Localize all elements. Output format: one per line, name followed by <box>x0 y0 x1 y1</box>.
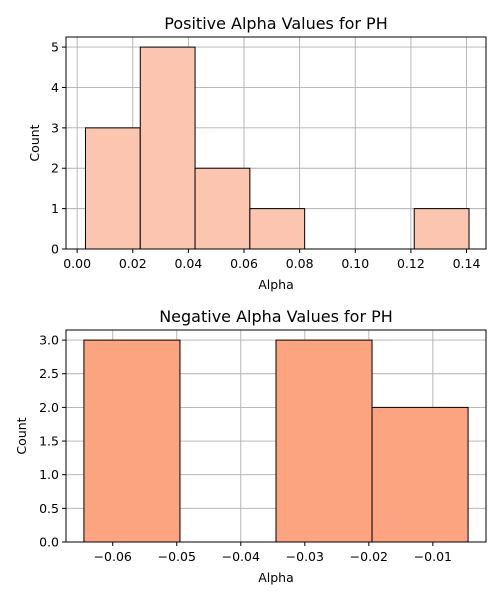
chart-0-y-tick-label-5: 5 <box>51 40 59 55</box>
chart-0-title: Positive Alpha Values for PH <box>164 14 387 33</box>
chart-1-bar-2 <box>371 406 469 543</box>
chart-0-bar-4 <box>413 208 470 250</box>
chart-1-x-tick-label-5: −0.01 <box>414 549 452 564</box>
chart-0-x-tick-label-6: 0.12 <box>397 256 425 271</box>
chart-0-x-tick-label-5: 0.10 <box>341 256 369 271</box>
chart-1-title: Negative Alpha Values for PH <box>159 307 393 326</box>
chart-1-y-tick-label-5: 2.5 <box>39 366 59 381</box>
chart-1-y-tick-label-2: 1.0 <box>39 467 59 482</box>
chart-0-y-tick-label-2: 2 <box>51 161 59 176</box>
chart-1-y-tick-label-3: 1.5 <box>39 434 59 449</box>
chart-0-x-tick-label-7: 0.14 <box>453 256 481 271</box>
chart-1-axes-frame <box>65 329 487 543</box>
chart-0-y-axis-label: Count <box>27 124 42 161</box>
chart-0-bar-2 <box>194 167 251 250</box>
negative-alpha-histogram: −0.06 −0.05 −0.04 −0.03 −0.02 −0.01 0.0 0.5 1.0 1… <box>14 307 487 585</box>
chart-1-x-tick-label-1: −0.05 <box>158 549 196 564</box>
chart-0-x-tick-label-3: 0.06 <box>230 256 258 271</box>
chart-0-x-tick-label-0: 0.00 <box>63 256 91 271</box>
chart-1-bar-1 <box>275 339 373 543</box>
chart-1-y-tick-label-1: 0.5 <box>39 501 59 516</box>
positive-alpha-histogram: 0.00 0.02 0.04 0.06 0.08 0.10 0.12 0.14 0 1 2 3 4 5 Po… <box>27 14 487 292</box>
chart-1-y-axis-label: Count <box>14 417 29 454</box>
chart-0-x-tick-label-2: 0.04 <box>174 256 202 271</box>
chart-0-x-tick-label-1: 0.02 <box>119 256 147 271</box>
chart-1-x-tick-label-4: −0.02 <box>350 549 388 564</box>
chart-0-y-tick-label-0: 0 <box>51 242 59 257</box>
chart-0-y-tick-label-4: 4 <box>51 80 59 95</box>
chart-0-bar-0 <box>84 127 141 250</box>
chart-1-x-axis-label: Alpha <box>258 570 294 585</box>
chart-1-y-tick-label-6: 3.0 <box>39 333 59 348</box>
chart-1-y-tick-label-4: 2.0 <box>39 400 59 415</box>
chart-1-y-tick-label-0: 0.0 <box>39 535 59 550</box>
chart-1-bar-0 <box>83 339 181 543</box>
chart-0-y-tick-label-1: 1 <box>51 201 59 216</box>
chart-1-x-tick-label-3: −0.03 <box>286 549 324 564</box>
chart-1-x-tick-label-0: −0.06 <box>94 549 132 564</box>
chart-0-x-axis-label: Alpha <box>258 277 294 292</box>
chart-0-x-tick-label-4: 0.08 <box>286 256 314 271</box>
chart-0-bar-1 <box>139 46 196 250</box>
chart-0-axes-frame <box>65 36 487 250</box>
chart-0-bar-3 <box>249 208 306 250</box>
chart-1-x-tick-label-2: −0.04 <box>222 549 260 564</box>
chart-0-y-tick-label-3: 3 <box>51 120 59 135</box>
